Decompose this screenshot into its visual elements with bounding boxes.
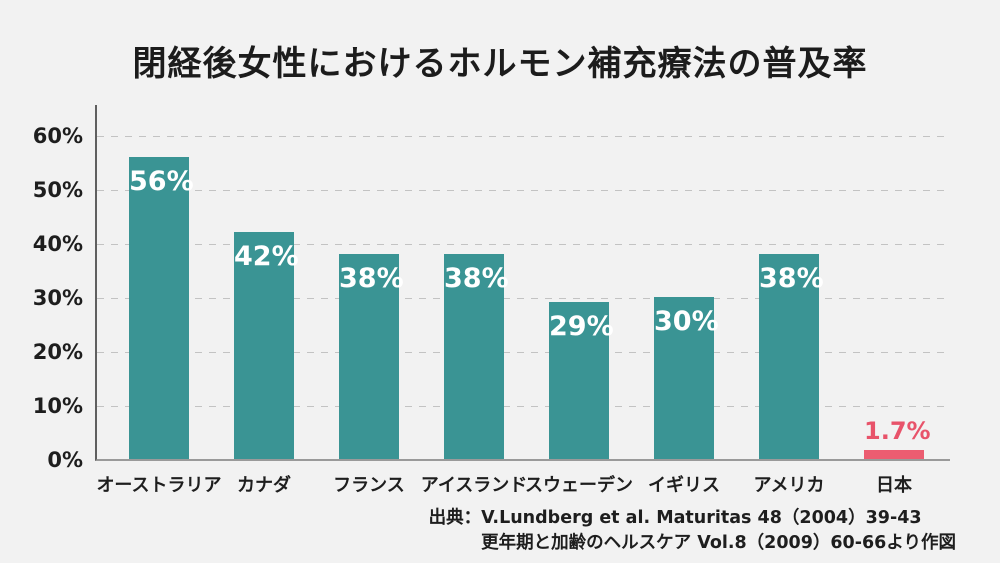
gridline-20% — [97, 352, 950, 353]
bar-value-label: 38% — [444, 263, 509, 294]
bar-value-label: 29% — [549, 311, 614, 342]
gridline-60% — [97, 136, 950, 137]
y-axis-tick-0%: 0% — [47, 448, 83, 472]
source-citation: 出典： V.Lundberg et al. Maturitas 48（2004）… — [429, 506, 956, 556]
y-axis-tick-10%: 10% — [32, 394, 83, 418]
bar-アイスランド: 38% — [444, 254, 509, 459]
y-axis-tick-50%: 50% — [32, 178, 83, 202]
x-axis-label-オーストラリア: オーストラリア — [96, 475, 222, 496]
x-axis-label-スウェーデン: スウェーデン — [525, 475, 633, 496]
x-axis-label-アメリカ: アメリカ — [753, 475, 825, 496]
gridline-50% — [97, 190, 950, 191]
gridline-10% — [97, 406, 950, 407]
bar-value-label: 56% — [129, 166, 194, 197]
plot-area: 0% 10% 20% 30% 40% 50% 60% 56% オーストラリア 42% カナダ 38% フ… — [33, 105, 950, 496]
y-axis-tick-20%: 20% — [32, 340, 83, 364]
y-axis-tick-60%: 60% — [32, 124, 83, 148]
x-axis-label-日本: 日本 — [876, 475, 912, 496]
chart-title: 閉経後女性におけるホルモン補充療法の普及率 — [132, 44, 868, 84]
y-axis-tick-40%: 40% — [32, 232, 83, 256]
x-axis-label-フランス: フランス — [333, 475, 405, 496]
bar-スウェーデン: 29% — [549, 302, 614, 459]
bar-カナダ: 42% — [234, 232, 299, 459]
source-line-1: V.Lundberg et al. Maturitas 48（2004）39-4… — [481, 508, 922, 528]
source-label: 出典： — [428, 508, 482, 528]
bar-value-label: 1.7% — [864, 417, 931, 445]
bar-アメリカ: 38% — [759, 254, 824, 459]
y-axis-tick-30%: 30% — [32, 286, 83, 310]
bar-value-label: 30% — [654, 306, 719, 337]
bar-フランス: 38% — [339, 254, 404, 459]
bar-value-label: 42% — [234, 241, 299, 272]
bar-オーストラリア: 56% — [129, 157, 194, 459]
bar-日本: 1.7% — [864, 417, 931, 459]
gridline-40% — [97, 244, 950, 245]
x-axis-label-アイスランド: アイスランド — [420, 475, 528, 496]
x-axis-label-カナダ: カナダ — [237, 475, 291, 496]
x-axis-label-イギリス: イギリス — [648, 475, 720, 496]
bar-value-label: 38% — [339, 263, 404, 294]
bar-value-label: 38% — [759, 263, 824, 294]
source-line-2: 更年期と加齢のヘルスケア Vol.8（2009）60-66より作図 — [481, 533, 956, 553]
gridline-30% — [97, 298, 950, 299]
bar-イギリス: 30% — [654, 297, 719, 459]
